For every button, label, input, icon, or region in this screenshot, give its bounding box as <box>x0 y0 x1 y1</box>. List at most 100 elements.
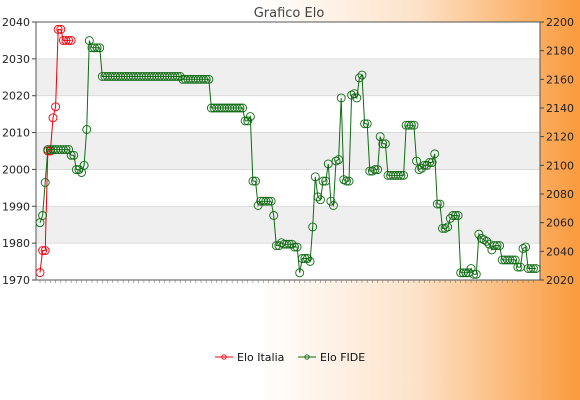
data-point <box>453 211 463 220</box>
data-point <box>48 113 58 123</box>
data-point <box>466 264 476 273</box>
data-point <box>435 199 445 209</box>
data-point <box>40 246 50 255</box>
right-tick-label: 2100 <box>546 159 574 172</box>
data-point <box>82 125 92 134</box>
right-tick-label: 2060 <box>546 217 574 230</box>
data-point <box>64 35 74 45</box>
data-point <box>282 239 292 249</box>
data-point <box>287 239 297 249</box>
data-point <box>248 176 258 186</box>
data-point <box>300 254 310 263</box>
data-point <box>399 170 409 180</box>
data-point <box>367 166 377 176</box>
left-tick-label: 1970 <box>2 274 30 287</box>
data-point <box>264 196 273 206</box>
legend-marker <box>304 354 310 360</box>
data-point <box>173 72 183 81</box>
data-point <box>71 165 81 175</box>
data-point <box>53 24 63 34</box>
data-point <box>266 196 276 206</box>
data-point <box>427 158 437 167</box>
data-point <box>425 158 434 167</box>
data-point <box>419 160 429 170</box>
data-point <box>505 255 515 265</box>
data-point <box>51 102 61 112</box>
data-point <box>64 145 74 155</box>
legend-marker <box>221 354 227 360</box>
left-tick-label: 1990 <box>2 200 30 213</box>
data-point <box>310 172 320 182</box>
data-point <box>451 211 460 220</box>
data-point <box>412 156 421 166</box>
right-tick-label: 2040 <box>546 245 574 258</box>
data-point <box>331 156 341 166</box>
legend: Elo Italia Elo FIDE <box>215 351 365 364</box>
plot-frame <box>35 21 541 281</box>
grid-band <box>36 58 540 96</box>
legend-label: Elo Italia <box>237 351 284 364</box>
data-point <box>56 24 66 34</box>
data-point <box>334 155 344 165</box>
data-point <box>38 211 48 220</box>
data-point <box>58 145 68 155</box>
data-point <box>469 269 479 279</box>
left-tick-label: 2000 <box>2 163 30 176</box>
data-point <box>235 103 245 113</box>
data-point <box>352 93 362 103</box>
left-tick-label: 2010 <box>2 127 30 140</box>
data-point <box>487 245 497 255</box>
data-point <box>528 264 538 273</box>
data-point <box>490 241 499 251</box>
data-point <box>313 192 323 202</box>
right-tick-label: 2200 <box>546 16 574 29</box>
data-point <box>305 256 315 266</box>
data-point <box>321 176 331 186</box>
data-point <box>357 70 367 80</box>
left-tick-label: 2040 <box>2 16 30 29</box>
data-point <box>518 244 528 253</box>
data-point <box>35 268 45 278</box>
data-point <box>438 223 447 233</box>
data-point <box>253 201 263 210</box>
data-point <box>396 170 406 180</box>
series-lines <box>35 24 541 279</box>
data-point <box>531 264 541 273</box>
data-point <box>508 255 518 265</box>
data-point <box>232 103 242 113</box>
data-point <box>362 119 372 129</box>
data-point <box>344 176 354 186</box>
data-point <box>474 229 484 239</box>
left-tick-label: 1980 <box>2 237 30 250</box>
data-point <box>471 269 481 279</box>
data-point <box>238 103 248 113</box>
data-point <box>92 43 102 53</box>
data-point <box>339 175 349 185</box>
data-point <box>430 149 440 159</box>
data-point <box>443 222 453 232</box>
data-point <box>303 254 312 263</box>
data-point <box>347 90 357 100</box>
data-point <box>495 241 505 251</box>
data-point <box>477 233 486 243</box>
data-point <box>513 262 523 272</box>
data-point <box>297 254 307 263</box>
data-point <box>336 93 346 103</box>
data-point <box>308 222 318 232</box>
data-point <box>492 241 502 251</box>
data-point <box>448 211 458 220</box>
data-point <box>458 268 468 278</box>
x-axis <box>39 280 534 283</box>
data-point <box>526 264 536 273</box>
data-point <box>479 235 489 245</box>
data-point <box>414 165 424 175</box>
grid-band <box>36 132 540 170</box>
data-point <box>341 176 351 186</box>
data-point <box>445 213 455 223</box>
data-point <box>409 120 419 130</box>
data-point <box>170 72 180 81</box>
data-point <box>79 160 89 170</box>
grid-bands <box>35 21 541 281</box>
